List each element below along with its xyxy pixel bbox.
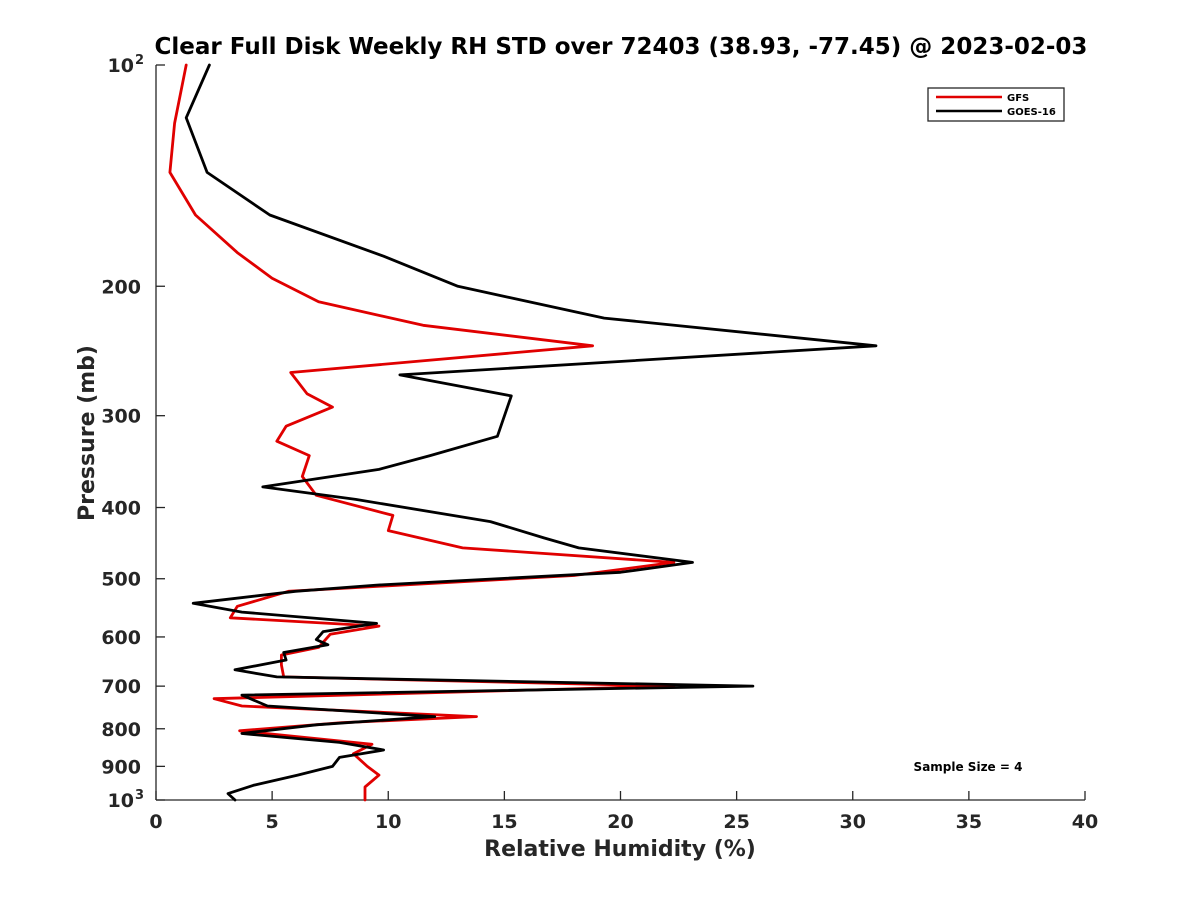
chart-title: Clear Full Disk Weekly RH STD over 72403… xyxy=(155,34,1088,60)
plot-area: 0 5 10 15 20 25 30 35 40 10 220030040050060070080… xyxy=(101,53,1098,833)
y-tick-label: 10 xyxy=(108,790,134,812)
y-tick-exponent: 3 xyxy=(135,788,144,803)
x-tick-label: 5 xyxy=(266,811,279,833)
legend-label-goes16: GOES-16 xyxy=(1007,107,1056,118)
x-axis-label: Relative Humidity (%) xyxy=(484,837,756,862)
y-tick-label: 400 xyxy=(101,498,141,520)
y-tick-label: 700 xyxy=(101,676,141,698)
legend-label-gfs: GFS xyxy=(1007,93,1029,104)
y-tick-label: 300 xyxy=(101,406,141,428)
x-ticks: 0 5 10 15 20 25 30 35 40 xyxy=(149,791,1098,833)
legend-box xyxy=(927,87,1065,122)
y-axis-label: Pressure (mb) xyxy=(75,345,100,521)
y-tick-label: 600 xyxy=(101,627,141,649)
y-tick-label: 10 xyxy=(108,55,134,77)
x-tick-label: 15 xyxy=(491,811,517,833)
x-tick-label: 10 xyxy=(375,811,401,833)
y-tick-exponent: 2 xyxy=(135,53,144,68)
x-tick-label: 0 xyxy=(149,811,162,833)
y-tick-label: 200 xyxy=(101,276,141,298)
y-tick-label: 900 xyxy=(101,756,141,778)
sample-size-annotation: Sample Size = 4 xyxy=(914,760,1023,774)
x-tick-label: 20 xyxy=(607,811,633,833)
legend: GFS GOES-16 xyxy=(927,87,1065,122)
y-tick-label: 500 xyxy=(101,569,141,591)
y-tick-label: 800 xyxy=(101,719,141,741)
x-tick-label: 35 xyxy=(956,811,982,833)
series-lines xyxy=(168,63,878,802)
x-tick-label: 25 xyxy=(723,811,749,833)
x-tick-label: 30 xyxy=(840,811,866,833)
x-tick-label: 40 xyxy=(1072,811,1098,833)
series-line-goes-16 xyxy=(184,63,878,802)
